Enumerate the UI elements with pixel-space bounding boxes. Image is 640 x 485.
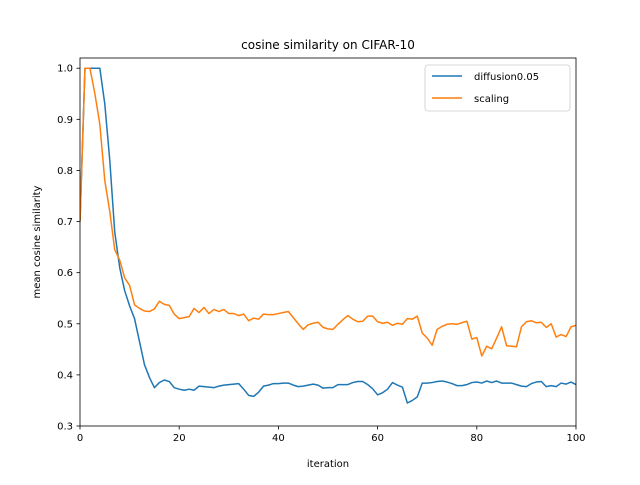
- y-tick-label: 0.7: [57, 217, 73, 228]
- x-tick-label: 40: [272, 433, 285, 444]
- legend-label-scaling: scaling: [474, 94, 509, 105]
- legend: diffusion0.05 scaling: [424, 64, 571, 112]
- y-tick-label: 1.0: [57, 64, 73, 75]
- y-tick-label: 0.6: [57, 268, 73, 279]
- legend-label-diffusion: diffusion0.05: [474, 72, 539, 83]
- series-line-scaling: [80, 67, 576, 357]
- x-tick-label: 20: [173, 433, 186, 444]
- plot-area-frame: [79, 57, 577, 427]
- x-axis-label: iteration: [307, 459, 349, 470]
- y-tick-label: 0.3: [57, 422, 73, 433]
- y-tick-label: 0.9: [57, 115, 73, 126]
- chart-title: cosine similarity on CIFAR-10: [241, 38, 415, 52]
- series-line-diffusion: [80, 67, 576, 404]
- y-tick-label: 0.5: [57, 319, 73, 330]
- y-tick-label: 0.4: [57, 370, 73, 381]
- x-tick-label: 80: [470, 433, 483, 444]
- y-axis-label: mean cosine similarity: [32, 185, 43, 298]
- x-tick-label: 100: [566, 433, 585, 444]
- x-tick-label: 60: [371, 433, 384, 444]
- y-tick-label: 0.8: [57, 166, 73, 177]
- x-tick-label: 0: [77, 433, 83, 444]
